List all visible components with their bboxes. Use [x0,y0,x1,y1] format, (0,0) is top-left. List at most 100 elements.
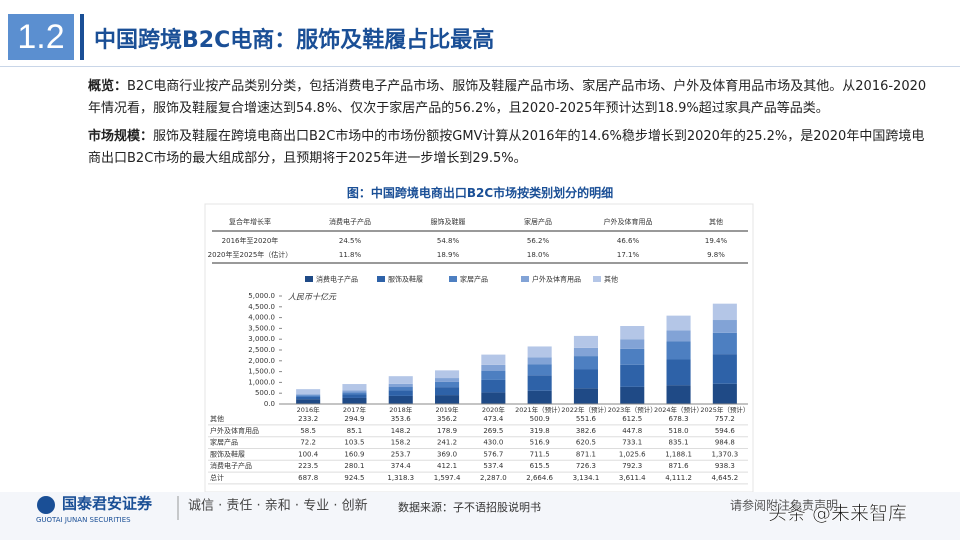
table-value: 3,134.1 [573,474,600,482]
bar-segment [481,364,506,371]
bar-segment [573,347,598,357]
table-cell: 24.5% [339,237,362,245]
bar-segment [481,379,506,393]
watermark: 头条 @未来智库 [768,503,907,525]
bar-segment [296,389,321,395]
bar-segment [666,385,691,404]
paragraph-label: 概览： [88,79,128,94]
table-value: 620.5 [576,439,596,447]
bar-segment [388,390,413,396]
table-value: 3,611.4 [619,474,646,482]
y-tick-label: 3,000.0 [248,335,275,343]
table-value: 178.9 [437,427,457,435]
table-value: 1,318.3 [387,474,414,482]
y-tick-label: 3,500.0 [248,324,275,332]
table-value: 447.8 [622,427,642,435]
table-value: 726.3 [576,462,596,470]
slide-title: 中国跨境B2C电商：服饰及鞋履占比最高 [94,28,495,53]
table-value: 984.8 [715,439,735,447]
table-value: 711.5 [530,450,550,458]
y-tick-label: 0.0 [264,400,275,408]
table-value: 615.5 [530,462,550,470]
y-tick-label: 4,000.0 [248,314,275,322]
x-tick-label: 2025年（预计） [700,405,749,414]
bar-segment [342,394,367,398]
bar-segment [296,395,321,398]
legend-label: 家居产品 [460,275,488,284]
table-value: 473.4 [483,415,504,423]
footer-bg [0,492,960,540]
table-value: 58.5 [300,427,316,435]
table-value: 374.4 [391,462,412,470]
table-value: 103.5 [344,439,364,447]
table-value: 1,025.6 [619,450,646,458]
table-cell: 18.0% [527,251,550,259]
y-tick-label: 1,500.0 [248,368,275,376]
table-value: 241.2 [437,439,457,447]
table-header: 服饰及鞋履 [431,217,466,226]
y-axis-label: 人民币十亿元 [288,293,337,302]
table-value: 1,597.4 [434,474,461,482]
legend-swatch [305,276,313,282]
bar-segment [573,369,598,389]
table-value: 938.3 [715,462,735,470]
section-number: 1.2 [8,14,74,60]
table-header: 消费电子产品 [329,217,371,226]
table-value: 757.2 [715,415,735,423]
paragraph-text: 服饰及鞋履在跨境电商出口B2C市场中的市场份额按GMV计算从2016年的14.6… [88,129,925,166]
table-value: 430.0 [483,439,503,447]
footer: 国泰君安证券 GUOTAI JUNAN SECURITIES 诚信 · 责任 ·… [0,492,960,540]
bar-segment [620,364,645,387]
bar-segment [435,387,460,396]
bar-segment [666,330,691,342]
paragraph-label: 市场规模： [88,129,154,144]
table-value: 269.5 [483,427,503,435]
bar-segment [620,325,645,340]
bar-segment [481,354,506,365]
x-tick-label: 2022年（预计） [561,405,610,414]
bar-segment [296,394,321,396]
bar-segment [342,390,367,393]
x-tick-label: 2016年 [297,405,321,414]
y-tick-label: 2,000.0 [248,357,275,365]
table-row-label: 户外及体育用品 [210,426,259,435]
table-value: 576.7 [483,450,503,458]
paragraph: 概览：B2C电商行业按产品类别分类，包括消费电子产品市场、服饰及鞋履产品市场、家… [88,76,928,120]
table-value: 733.1 [622,439,642,447]
legend-swatch [521,276,529,282]
table-value: 4,645.2 [711,474,738,482]
bar-segment [712,303,737,321]
table-value: 2,287.0 [480,474,507,482]
company-en: GUOTAI JUNAN SECURITIES [36,516,131,524]
bar-segment [527,390,552,404]
table-value: 551.6 [576,415,597,423]
table-row-label: 其他 [210,414,224,423]
legend-label: 其他 [604,275,618,284]
legend-swatch [377,276,385,282]
table-cell: 2016年至2020年 [222,236,279,245]
bar-segment [666,359,691,386]
bar-segment [712,354,737,384]
x-tick-label: 2021年（预计） [515,405,564,414]
table-value: 369.0 [437,450,457,458]
source: 数据来源：子不语招股说明书 [398,500,541,514]
bar-segment [620,386,645,404]
bar-segment [342,384,367,391]
table-value: 687.8 [298,474,318,482]
table-value: 612.5 [622,415,642,423]
y-tick-label: 1,000.0 [248,378,275,386]
table-value: 356.2 [437,415,457,423]
table-value: 100.4 [298,450,319,458]
table-value: 792.3 [622,462,642,470]
table-value: 148.2 [391,427,411,435]
table-value: 319.8 [530,427,550,435]
figure-frame [204,203,754,493]
legend-label: 服饰及鞋履 [388,275,423,284]
table-value: 158.2 [391,439,411,447]
table-value: 516.9 [530,439,550,447]
bar-segment [712,332,737,355]
table-value: 85.1 [347,427,363,435]
table-header: 家居产品 [524,217,552,226]
table-cell: 9.8% [707,251,725,259]
table-row-label: 服饰及鞋履 [210,449,245,458]
